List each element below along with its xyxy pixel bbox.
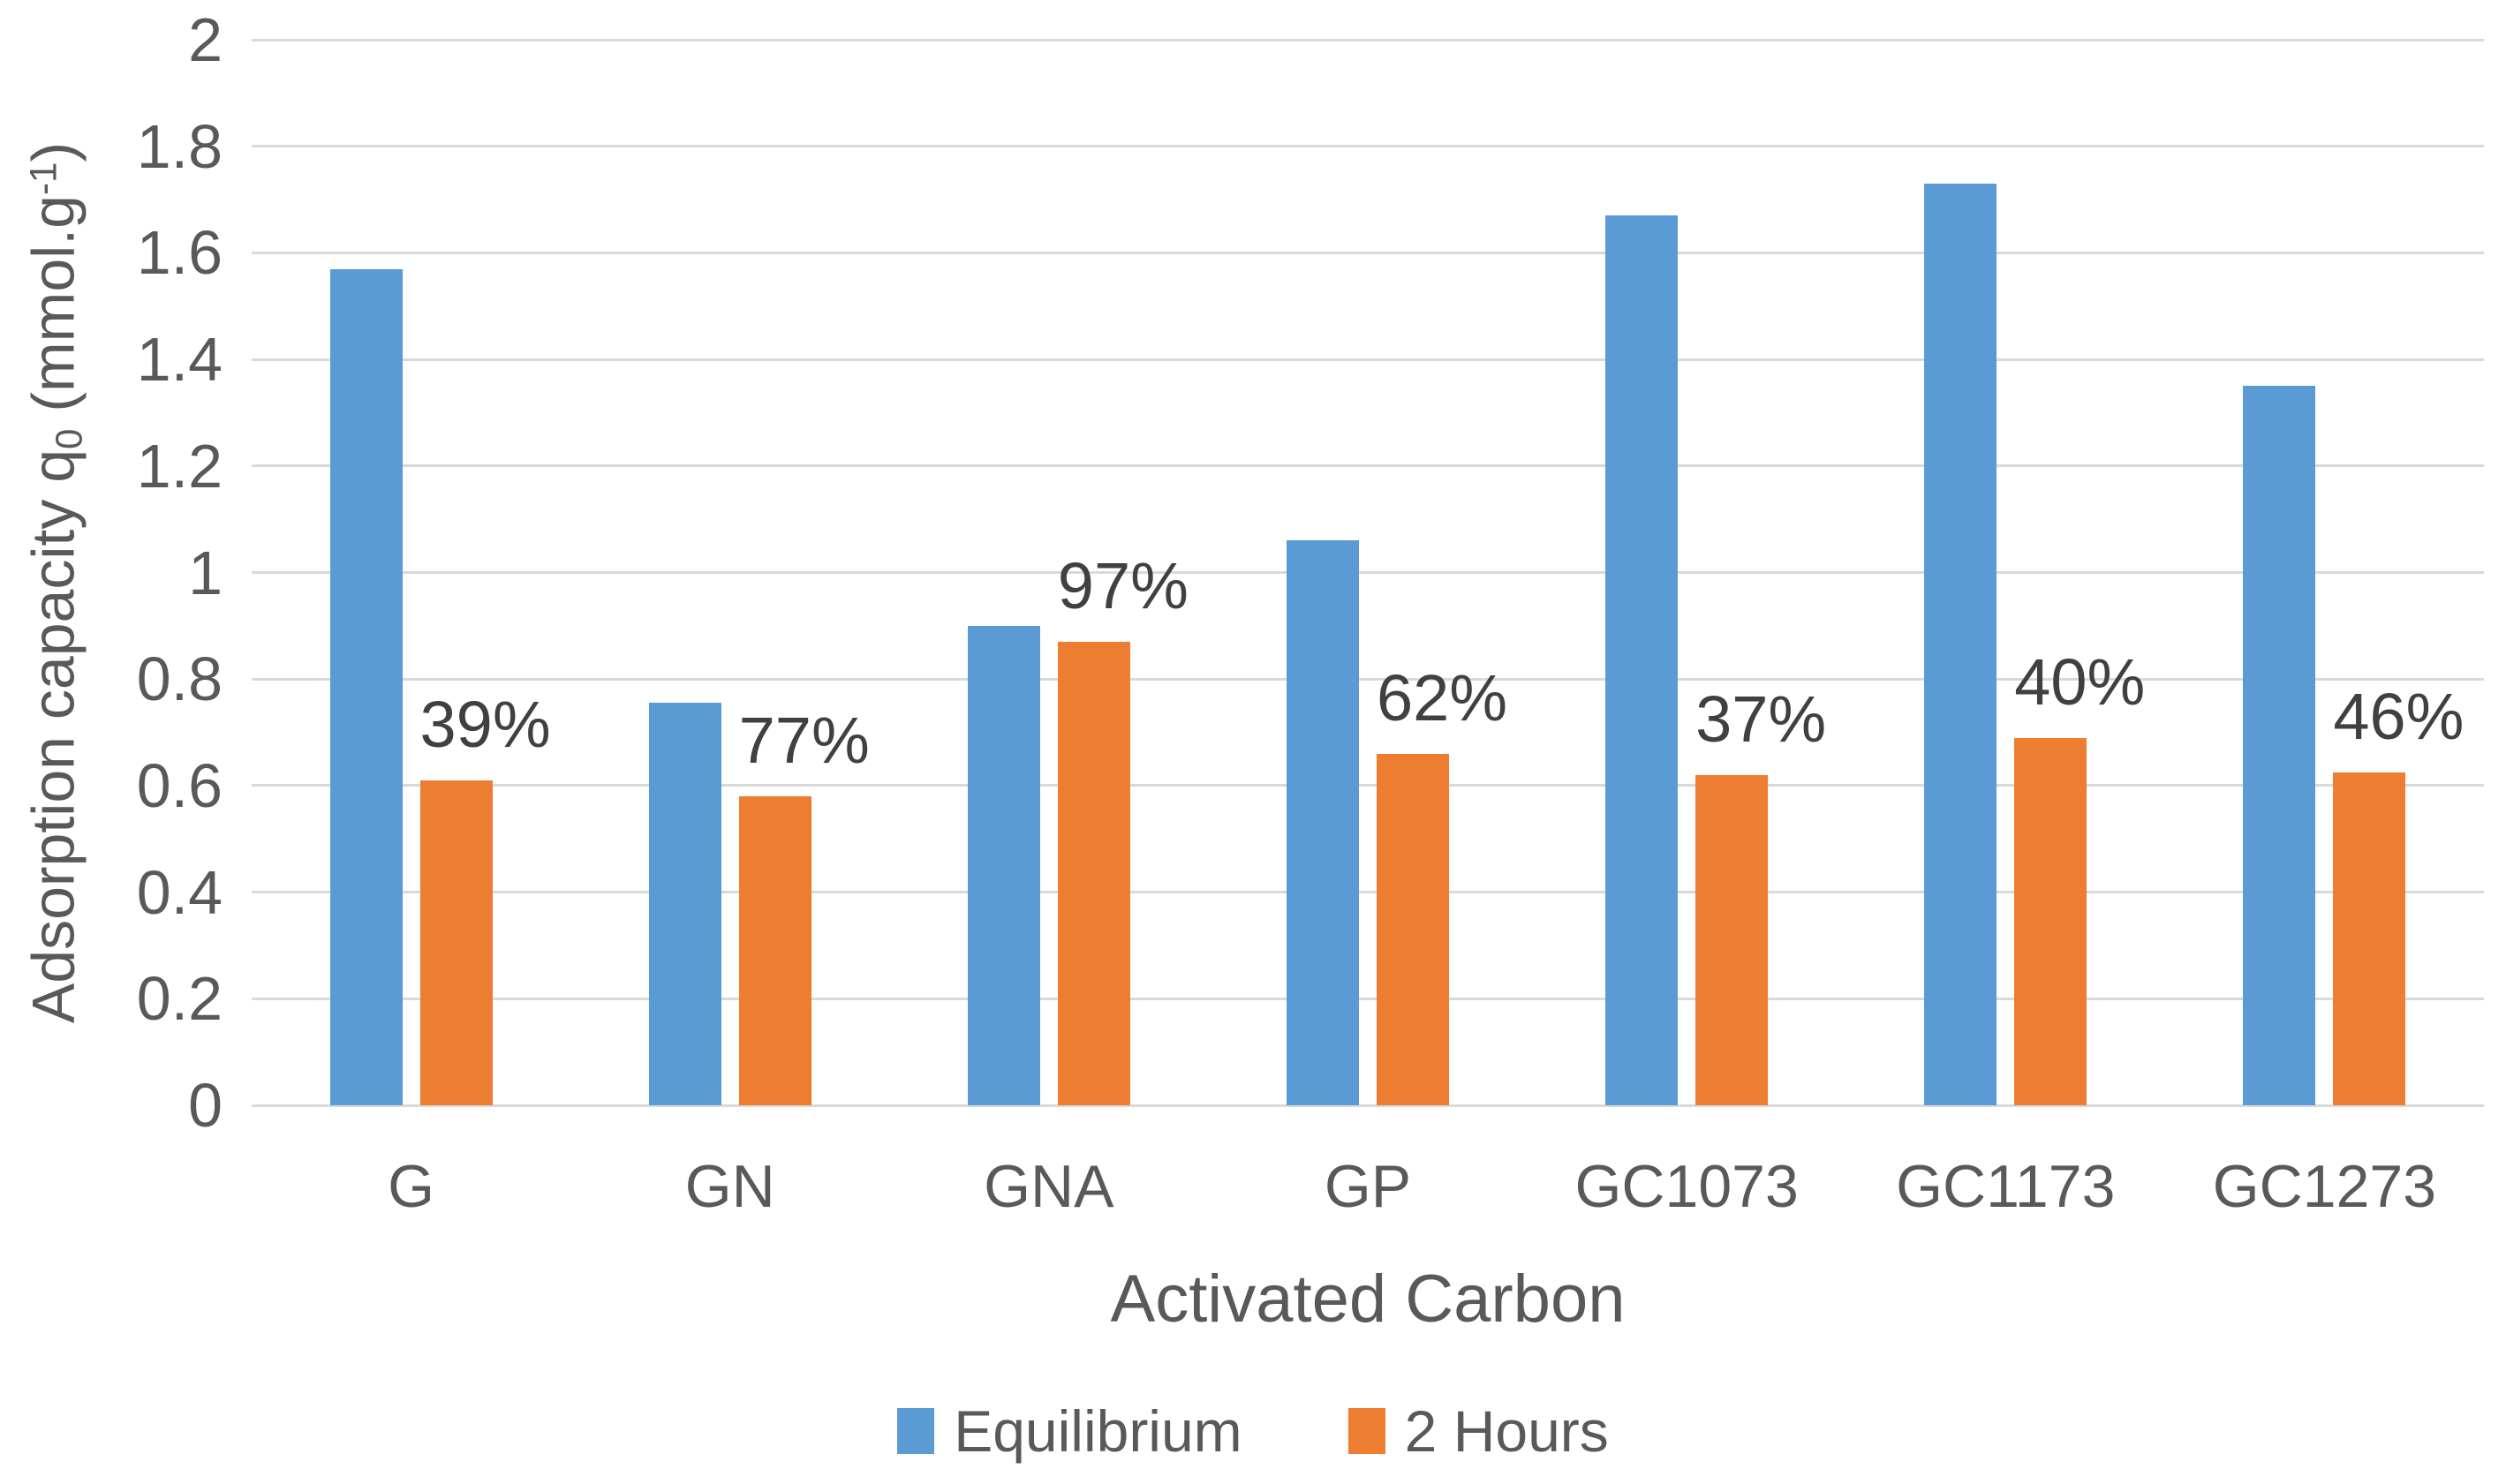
data-label-gn: 77%: [738, 703, 870, 777]
y-tick-label-1: 1: [188, 538, 223, 607]
gridline-y-0.4: [252, 891, 2484, 894]
gridline-y-2: [252, 38, 2484, 41]
x-tick-label-gc1273: GC1273: [2212, 1153, 2437, 1220]
x-tick-label-gn: GN: [684, 1153, 775, 1220]
x-tick-label-gp: GP: [1324, 1153, 1412, 1220]
data-label-g: 39%: [419, 687, 551, 761]
data-label-gp: 62%: [1376, 660, 1508, 734]
bar-equilibrium-gc1273: [2243, 386, 2316, 1105]
gridline-y-0.6: [252, 784, 2484, 787]
bar-equilibrium-gn: [648, 703, 721, 1105]
bar-equilibrium-gna: [967, 625, 1040, 1105]
legend: Equilibrium 2 Hours: [0, 1400, 2506, 1462]
legend-label-equilibrium: Equilibrium: [954, 1398, 1242, 1464]
y-tick-label-0.2: 0.2: [136, 964, 223, 1034]
y-tick-label-0: 0: [188, 1071, 223, 1140]
gridline-y-1: [252, 571, 2484, 574]
x-tick-label-gc1173: GC1173: [1896, 1153, 2116, 1220]
legend-swatch-equilibrium: [897, 1408, 935, 1454]
y-tick-label-1.2: 1.2: [136, 431, 223, 501]
y-tick-label-2: 2: [188, 5, 223, 74]
x-axis-title: Activated Carbon: [1110, 1262, 1626, 1337]
data-label-gc1073: 37%: [1695, 682, 1827, 756]
y-axis-title-main: Adsorption capacity q: [19, 448, 87, 1024]
data-label-gna: 97%: [1057, 548, 1189, 622]
y-tick-label-1.8: 1.8: [136, 111, 223, 181]
legend-label-2-hours: 2 Hours: [1404, 1398, 1609, 1464]
x-tick-label-gna: GNA: [984, 1153, 1114, 1220]
y-tick-label-0.6: 0.6: [136, 750, 223, 820]
y-tick-label-0.8: 0.8: [136, 644, 223, 714]
y-tick-label-0.4: 0.4: [136, 857, 223, 927]
bar-2-hours-gna: [1057, 641, 1130, 1105]
x-tick-label-gc1073: GC1073: [1574, 1153, 1799, 1220]
bar-2-hours-gn: [738, 795, 811, 1105]
bar-2-hours-gc1073: [1695, 774, 1769, 1105]
data-label-gc1273: 46%: [2333, 679, 2464, 753]
y-tick-label-1.4: 1.4: [136, 325, 223, 395]
gridline-y-0: [252, 1104, 2484, 1107]
bar-equilibrium-gc1073: [1605, 215, 1679, 1105]
legend-swatch-2-hours: [1347, 1408, 1385, 1454]
bar-2-hours-gp: [1377, 753, 1449, 1105]
gridline-y-0.8: [252, 677, 2484, 681]
x-tick-label-g: G: [388, 1153, 435, 1220]
gridline-y-1.4: [252, 358, 2484, 361]
bar-equilibrium-gp: [1287, 540, 1359, 1105]
gridline-y-1.2: [252, 464, 2484, 468]
gridline-y-1.6: [252, 251, 2484, 254]
gridline-y-1.8: [252, 145, 2484, 148]
bar-equilibrium-g: [329, 268, 403, 1105]
gridline-y-0.2: [252, 997, 2484, 1000]
legend-item-equilibrium: Equilibrium: [897, 1400, 1242, 1462]
bar-equilibrium-gc1173: [1924, 183, 1997, 1105]
y-tick-label-1.6: 1.6: [136, 218, 223, 288]
bar-2-hours-gc1273: [2333, 772, 2406, 1105]
bar-2-hours-gc1173: [2014, 737, 2087, 1105]
data-label-gc1173: 40%: [2014, 644, 2146, 719]
legend-item-2-hours: 2 Hours: [1347, 1398, 1609, 1464]
bar-2-hours-g: [419, 780, 493, 1105]
